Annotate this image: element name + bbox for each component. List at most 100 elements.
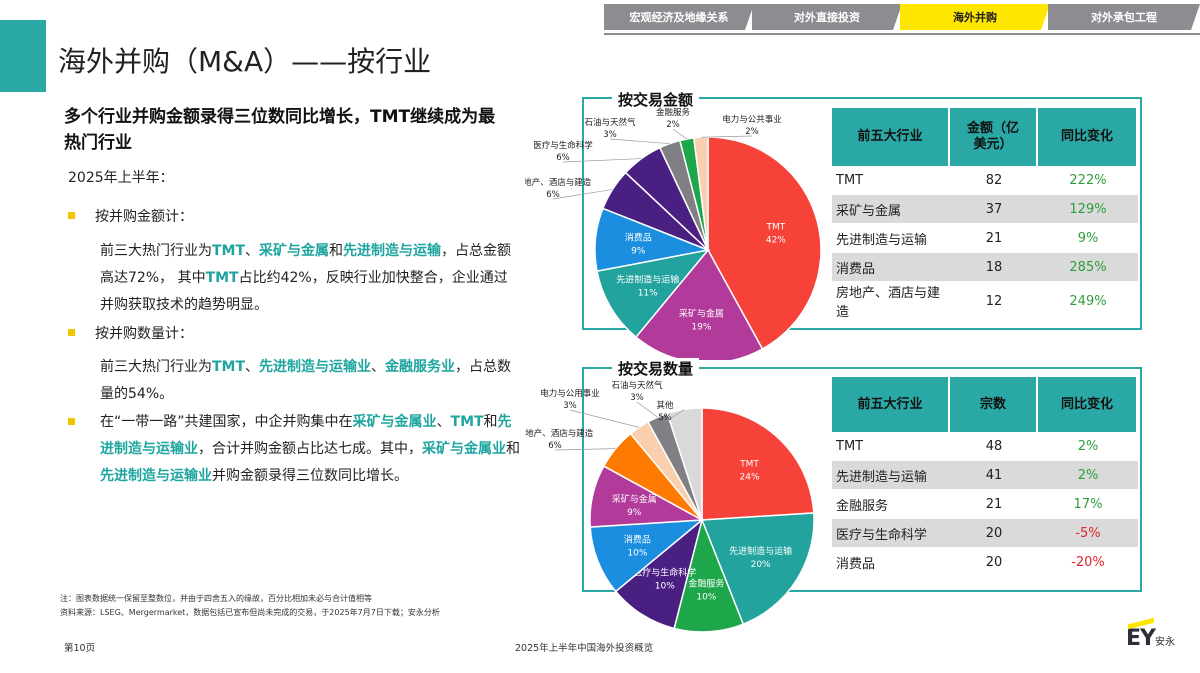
slice-label: TMT bbox=[739, 459, 759, 469]
change-cell: 2% bbox=[1038, 461, 1138, 490]
change-cell: 285% bbox=[1038, 253, 1138, 282]
ey-logo: EY安永 bbox=[1126, 617, 1175, 651]
table-row: 房地产、酒店与建造 12 249% bbox=[832, 282, 1138, 321]
highlight-term: 采矿与金属业 bbox=[422, 441, 506, 457]
paragraph-belt-road: 在“一带一路”共建国家，中企并购集中在采矿与金属业、TMT和先进制造与运输业，合… bbox=[100, 409, 520, 490]
slice-value-label: 6% bbox=[548, 441, 562, 451]
table-row: TMT 48 2% bbox=[832, 432, 1138, 461]
pie-slice bbox=[707, 136, 822, 351]
slice-label: 电力与公用事业 bbox=[540, 388, 600, 399]
value-cell: 21 bbox=[950, 224, 1038, 253]
industry-cell: 采矿与金属 bbox=[832, 195, 950, 224]
slice-label: 金融服务 bbox=[688, 577, 724, 589]
slice-label: TMT bbox=[765, 223, 785, 233]
page-number: 第10页 bbox=[64, 643, 96, 654]
text-segment: 和 bbox=[506, 441, 520, 457]
slice-label: 医疗与生命科学 bbox=[633, 567, 696, 579]
text-segment: 和 bbox=[329, 243, 344, 259]
text-segment: 占比约42%，反映行业加快整合，企业通过并购获取技术的趋势明显。 bbox=[100, 270, 508, 313]
highlight-term: 先进制造与运输业 bbox=[100, 468, 212, 484]
bullet-label: 按并购金额计： bbox=[95, 209, 193, 225]
slice-value-label: 42% bbox=[766, 236, 786, 246]
change-cell: 249% bbox=[1038, 282, 1138, 321]
bullet-by-amount: 按并购金额计： bbox=[68, 205, 193, 229]
industry-cell: 先进制造与运输 bbox=[832, 224, 950, 253]
slice-label: 医疗与生命科学 bbox=[533, 140, 593, 151]
change-cell: -5% bbox=[1038, 519, 1138, 548]
header-change: 同比变化 bbox=[1038, 108, 1138, 166]
highlight-term: TMT bbox=[205, 270, 239, 286]
bullet-belt-road bbox=[68, 411, 95, 435]
slice-label: 金融服务 bbox=[656, 107, 691, 118]
text-segment: 并购金额录得三位数同比增长。 bbox=[212, 468, 408, 484]
slice-label: 采矿与金属 bbox=[679, 308, 724, 320]
tab-macro[interactable]: 宏观经济及地缘关系 bbox=[604, 4, 754, 30]
slice-label: 房地产、酒店与建造 bbox=[525, 177, 592, 188]
value-cell: 18 bbox=[950, 253, 1038, 282]
slice-value-label: 19% bbox=[691, 323, 711, 333]
slice-value-label: 6% bbox=[556, 153, 570, 163]
slice-label: 其他 bbox=[656, 400, 674, 411]
text-segment: 、 bbox=[245, 359, 260, 375]
leader-line bbox=[664, 409, 685, 423]
leader-line bbox=[672, 128, 688, 140]
table-row: 先进制造与运输 21 9% bbox=[832, 224, 1138, 253]
chart-title-count: 按交易数量 bbox=[612, 358, 700, 379]
value-cell: 37 bbox=[950, 195, 1038, 224]
table-row: TMT 82 222% bbox=[832, 166, 1138, 195]
value-cell: 82 bbox=[950, 166, 1038, 195]
table-row: 金融服务 21 17% bbox=[832, 490, 1138, 519]
slice-value-label: 9% bbox=[627, 508, 642, 518]
industry-cell: 房地产、酒店与建造 bbox=[832, 282, 950, 321]
header-amount: 金额（亿美元） bbox=[950, 108, 1038, 166]
slice-label: 消费品 bbox=[625, 231, 652, 243]
industry-cell: TMT bbox=[832, 432, 950, 461]
header-count: 宗数 bbox=[950, 377, 1038, 432]
leader-line bbox=[552, 189, 613, 200]
slice-value-label: 11% bbox=[638, 289, 658, 299]
change-cell: 2% bbox=[1038, 432, 1138, 461]
change-cell: -20% bbox=[1038, 548, 1138, 577]
change-cell: 9% bbox=[1038, 224, 1138, 253]
industry-cell: 消费品 bbox=[832, 253, 950, 282]
footer-report-title: 2025年上半年中国海外投资概览 bbox=[515, 643, 654, 654]
slice-label: 石油与天然气 bbox=[584, 117, 636, 128]
nav-divider bbox=[604, 33, 1200, 35]
leader-line bbox=[609, 138, 670, 145]
top-nav: 宏观经济及地缘关系 对外直接投资 海外并购 对外承包工程 bbox=[604, 0, 1200, 34]
slice-label: 采矿与金属 bbox=[612, 493, 657, 505]
pie-chart-amount: TMT 42% 采矿与金属 19% 先进制造与运输 11% 消费品 9% 房地产、酒店与建造 6%… bbox=[525, 107, 822, 360]
slice-value-label: 10% bbox=[655, 582, 675, 592]
text-segment: 、 bbox=[436, 414, 451, 430]
header-industry: 前五大行业 bbox=[832, 377, 950, 432]
tab-odi[interactable]: 对外直接投资 bbox=[752, 4, 902, 30]
header-industry: 前五大行业 bbox=[832, 108, 950, 166]
paragraph-by-count: 前三大热门行业为TMT、先进制造与运输业、金融服务业，占总数量的54%。 bbox=[100, 354, 520, 408]
top5-table-count: 前五大行业 宗数 同比变化 TMT 48 2% 先进制造与运输 41 2% 金融服务 21 17… bbox=[832, 377, 1138, 577]
top5-table-amount: 前五大行业 金额（亿美元） 同比变化 TMT 82 222% 采矿与金属 37 129% 先… bbox=[832, 108, 1138, 321]
highlight-term: 先进制造与运输 bbox=[343, 243, 442, 259]
slice-value-label: 6% bbox=[546, 190, 560, 200]
pie-slice bbox=[596, 248, 710, 339]
table-row: 医疗与生命科学 20 -5% bbox=[832, 519, 1138, 548]
value-cell: 12 bbox=[950, 282, 1038, 321]
value-cell: 41 bbox=[950, 461, 1038, 490]
text-segment: 前三大热门行业为 bbox=[100, 243, 212, 259]
table-row: 采矿与金属 37 129% bbox=[832, 195, 1138, 224]
tab-overseas-ma[interactable]: 海外并购 bbox=[900, 4, 1050, 30]
text-segment: ，占总数量的54%。 bbox=[100, 359, 512, 402]
slice-label: 先进制造与运输 bbox=[616, 274, 679, 286]
tab-contracting[interactable]: 对外承包工程 bbox=[1048, 4, 1200, 30]
pie-slice bbox=[634, 248, 764, 360]
headline: 多个行业并购金额录得三位数同比增长，TMT继续成为最热门行业 bbox=[64, 107, 496, 153]
note-rounding: 注：图表数据统一保留至整数位，并由于四舍五入的缘故，百分比相加未必与合计值相等 bbox=[60, 594, 372, 603]
text-segment: 在“一带一路”共建国家，中企并购集中在 bbox=[100, 414, 353, 430]
table-row: 消费品 20 -20% bbox=[832, 548, 1138, 577]
slice-value-label: 2% bbox=[666, 120, 680, 130]
industry-cell: 消费品 bbox=[832, 548, 950, 577]
text-segment: ，占总金额高达72%， 其中 bbox=[100, 243, 512, 286]
change-cell: 222% bbox=[1038, 166, 1138, 195]
slice-value-label: 10% bbox=[696, 592, 716, 602]
slice-label: 电力与公共事业 bbox=[722, 114, 782, 125]
slice-value-label: 2% bbox=[745, 127, 759, 137]
